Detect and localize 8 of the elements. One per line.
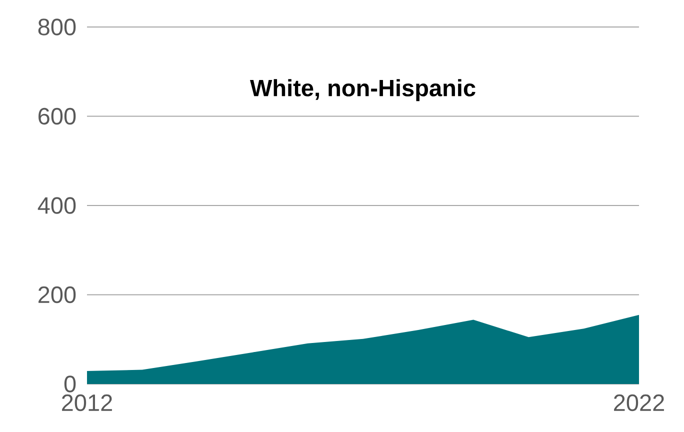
y-tick-label: 800 [38,18,76,36]
y-tick-label: 0 [64,376,76,392]
y-tick-label: 600 [38,108,76,125]
x-tick-label: 2022 [614,394,664,412]
x-tick-label: 2012 [62,394,112,412]
y-tick-label: 200 [38,286,76,304]
text: White, non-Hispanic [250,79,476,102]
y-tick-label: 400 [38,197,76,214]
